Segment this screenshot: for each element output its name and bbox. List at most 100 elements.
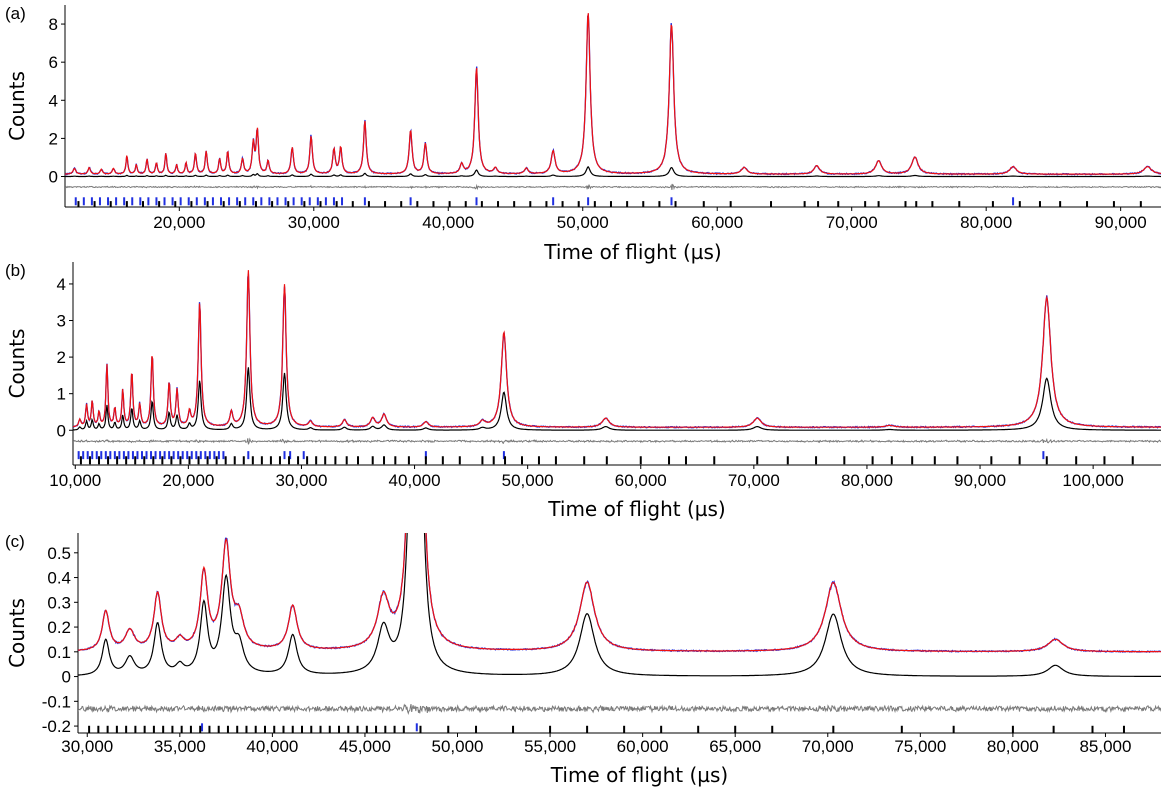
reflection-tick-black bbox=[475, 725, 478, 733]
reflection-tick-black bbox=[238, 201, 241, 207]
reflection-tick-blue bbox=[187, 197, 190, 206]
reflection-tick-black bbox=[351, 201, 354, 207]
reflection-tick-black bbox=[319, 201, 322, 207]
reflection-tick-black bbox=[179, 456, 182, 465]
reflection-tick-black bbox=[287, 201, 290, 207]
reflection-tick-black bbox=[291, 725, 294, 733]
reflection-tick-blue bbox=[122, 451, 125, 460]
y-axis-label: Counts bbox=[5, 329, 29, 399]
reflection-tick-black bbox=[357, 456, 360, 465]
panel-c: -0.2 -0.1 0 0.1 0.2 0.3 0.4 0.5 30,000 35,000 40,0… bbox=[5, 532, 1161, 787]
reflection-tick-black bbox=[152, 456, 155, 465]
reflection-tick-black bbox=[188, 456, 191, 465]
reflection-tick-black bbox=[162, 725, 165, 733]
reflection-tick-black bbox=[310, 725, 313, 733]
reflection-tick-black bbox=[371, 456, 374, 465]
reflection-tick-black bbox=[134, 725, 137, 733]
reflection-tick-blue bbox=[186, 451, 189, 460]
x-tick-label: 40,000 bbox=[422, 213, 474, 232]
x-tick-label: 70,000 bbox=[728, 471, 780, 490]
reflection-tick-black bbox=[658, 201, 661, 207]
reflection-tick-black bbox=[171, 725, 174, 733]
reflection-tick-blue bbox=[190, 451, 193, 460]
reflection-tick-blue bbox=[502, 451, 505, 460]
x-tick-label: 70,000 bbox=[826, 213, 878, 232]
reflection-tick-black bbox=[88, 456, 91, 465]
reflection-tick-blue bbox=[300, 197, 303, 206]
reflection-tick-black bbox=[702, 201, 705, 207]
reflection-tick-blue bbox=[283, 451, 286, 460]
reflection-tick-black bbox=[242, 456, 245, 465]
reflection-tick-black bbox=[384, 725, 387, 733]
reflection-tick-black bbox=[1091, 725, 1094, 733]
reflection-tick-blue bbox=[127, 451, 130, 460]
reflection-tick-black bbox=[88, 725, 91, 733]
y-tick-label: 0 bbox=[49, 168, 58, 187]
reflection-tick-black bbox=[334, 456, 337, 465]
reflection-tick-black bbox=[206, 456, 209, 465]
reflection-tick-black bbox=[605, 456, 608, 465]
reflection-tick-black bbox=[554, 456, 557, 465]
reflection-tick-black bbox=[278, 456, 281, 465]
reflection-tick-black bbox=[626, 201, 629, 207]
reflection-tick-black bbox=[367, 201, 370, 207]
reflection-tick-black bbox=[684, 456, 687, 465]
x-tick-label: 100,000 bbox=[1062, 471, 1123, 490]
reflection-tick-black bbox=[319, 725, 322, 733]
reflection-tick-blue bbox=[213, 451, 216, 460]
reflection-tick-black bbox=[394, 456, 397, 465]
reflection-tick-black bbox=[180, 725, 183, 733]
reflection-tick-black bbox=[512, 725, 515, 733]
reflection-tick-black bbox=[890, 456, 893, 465]
reflection-tick-blue bbox=[552, 197, 555, 206]
phase-curve bbox=[65, 166, 1161, 178]
reflection-tick-black bbox=[481, 456, 484, 465]
x-tick-label: 90,000 bbox=[1095, 213, 1147, 232]
reflection-tick-black bbox=[432, 201, 435, 207]
x-tick-label: 60,000 bbox=[691, 213, 743, 232]
x-tick-label: 20,000 bbox=[162, 471, 214, 490]
x-tick-label: 80,000 bbox=[841, 471, 893, 490]
calculated-curve bbox=[65, 13, 1161, 175]
reflection-tick-blue bbox=[150, 451, 153, 460]
x-tick-label: 90,000 bbox=[954, 471, 1006, 490]
reflection-tick-black bbox=[1018, 201, 1021, 207]
x-tick-label: 80,000 bbox=[987, 737, 1039, 756]
reflection-tick-black bbox=[864, 201, 867, 207]
reflection-tick-black bbox=[93, 201, 96, 207]
y-tick-label: 0 bbox=[62, 668, 71, 687]
reflection-tick-black bbox=[199, 725, 202, 733]
reflection-tick-blue bbox=[244, 197, 247, 206]
reflection-tick-black bbox=[125, 201, 128, 207]
reflection-tick-blue bbox=[341, 197, 344, 206]
reflection-tick-black bbox=[729, 201, 732, 207]
y-tick-label: 0 bbox=[57, 421, 66, 440]
x-tick-label: 55,000 bbox=[524, 737, 576, 756]
reflection-tick-black bbox=[877, 201, 880, 207]
x-tick-label: 75,000 bbox=[894, 737, 946, 756]
reflection-tick-black bbox=[224, 456, 227, 465]
reflection-tick-black bbox=[115, 725, 118, 733]
observed-curve bbox=[73, 273, 1161, 429]
x-tick-label: 50,000 bbox=[502, 471, 554, 490]
reflection-tick-black bbox=[1075, 456, 1078, 465]
reflection-tick-black bbox=[407, 456, 410, 465]
y-tick-label: 0.5 bbox=[47, 544, 71, 563]
y-tick-label: 0.2 bbox=[47, 618, 71, 637]
reflection-tick-black bbox=[1112, 201, 1115, 207]
reflection-tick-black bbox=[832, 725, 835, 733]
reflection-tick-black bbox=[174, 201, 177, 207]
reflection-tick-black bbox=[109, 201, 112, 207]
reflection-tick-blue bbox=[219, 197, 222, 206]
x-tick-label: 80,000 bbox=[960, 213, 1012, 232]
reflection-tick-blue bbox=[247, 451, 250, 460]
reflection-tick-blue bbox=[201, 723, 204, 732]
x-axis-label: Time of flight (µs) bbox=[547, 497, 725, 521]
reflection-tick-blue bbox=[131, 197, 134, 206]
reflection-tick-black bbox=[756, 456, 759, 465]
reflection-tick-black bbox=[226, 725, 229, 733]
reflection-tick-blue bbox=[163, 451, 166, 460]
reflection-tick-black bbox=[1086, 201, 1089, 207]
reflection-tick-black bbox=[815, 456, 818, 465]
reflection-tick-black bbox=[116, 456, 119, 465]
